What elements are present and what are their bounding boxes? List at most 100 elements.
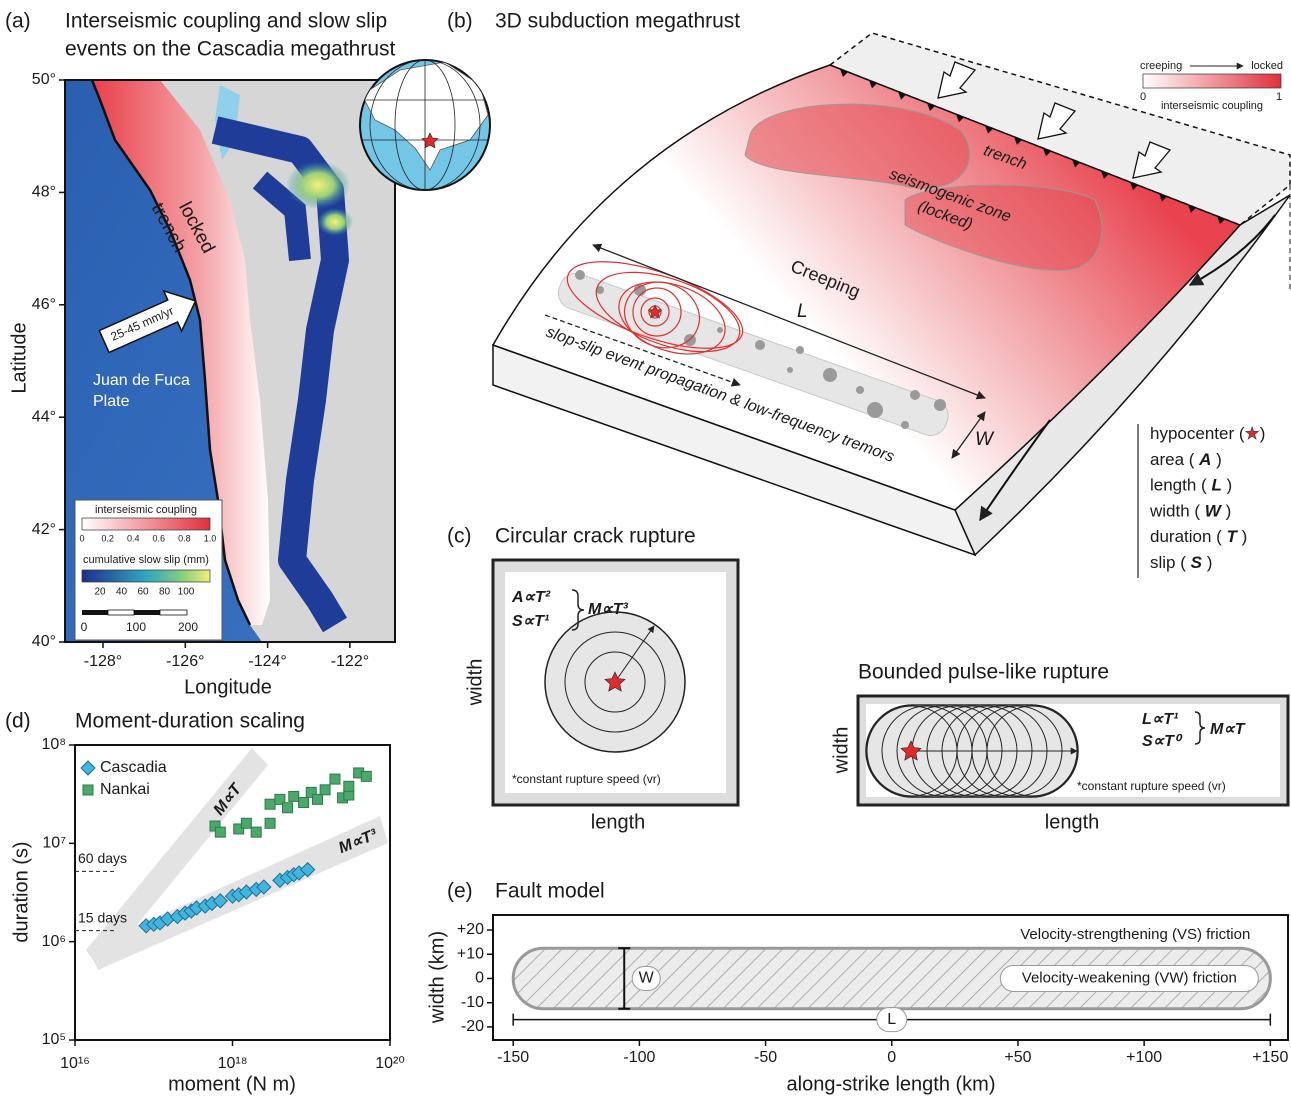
legend-symbol: ★ bbox=[1245, 424, 1260, 443]
legend-title: interseismic coupling bbox=[95, 504, 197, 516]
x-tick-label: -100 bbox=[623, 1049, 655, 1066]
y-tick-label: 44° bbox=[32, 408, 56, 425]
colorbar-tick: 0.6 bbox=[153, 533, 166, 543]
x-tick-label: -122° bbox=[331, 653, 369, 670]
data-point bbox=[299, 798, 309, 808]
scaling-relation: A∝T² bbox=[511, 589, 551, 606]
y-tick-label: -20 bbox=[461, 1018, 484, 1035]
colorbar-tick: 0.4 bbox=[127, 533, 140, 543]
slab-colorbar: creeping locked 0 1 interseismic couplin… bbox=[1140, 60, 1283, 112]
colorbar-left-label: creeping bbox=[1140, 60, 1182, 72]
legend-label: Cascadia bbox=[100, 759, 167, 776]
scaling-relation: L∝T¹ bbox=[1142, 711, 1179, 728]
colorbar-tick: 1.0 bbox=[204, 533, 217, 543]
width-label: W bbox=[975, 429, 995, 450]
x-tick-label: +50 bbox=[1004, 1049, 1031, 1066]
legend-text: ) bbox=[1211, 450, 1221, 469]
colorbar-tick: 0 bbox=[79, 533, 84, 543]
data-point bbox=[215, 827, 225, 837]
legend-text: ) bbox=[1260, 424, 1266, 443]
region-label: Velocity-weakening (VW) friction bbox=[1022, 969, 1237, 986]
y-axis-label: width (km) bbox=[426, 931, 448, 1024]
data-point bbox=[330, 774, 340, 784]
x-tick-label: 10²⁰ bbox=[375, 1055, 405, 1072]
x-tick-label: -50 bbox=[754, 1049, 777, 1066]
x-tick-label: 10¹⁶ bbox=[60, 1055, 90, 1072]
data-point bbox=[289, 791, 299, 801]
reference-label: 60 days bbox=[78, 850, 127, 866]
panel-title: Moment-duration scaling bbox=[75, 710, 305, 733]
legend-item: width ( W ) bbox=[1149, 502, 1231, 521]
x-axis-label: length bbox=[1045, 811, 1100, 833]
x-tick-label: -124° bbox=[248, 653, 286, 670]
panel-title: 3D subduction megathrust bbox=[495, 10, 740, 33]
panel-title: Bounded pulse-like rupture bbox=[858, 661, 1109, 684]
slip-colorbar bbox=[82, 570, 210, 582]
colorbar-tick: 0.8 bbox=[178, 533, 191, 543]
legend-text: ) bbox=[1237, 528, 1247, 547]
data-point bbox=[265, 799, 275, 809]
panel-label: (a) bbox=[5, 10, 31, 33]
colorbar-tick: 60 bbox=[137, 587, 149, 598]
plate-label: Juan de Fuca bbox=[93, 372, 190, 389]
y-tick-label: 48° bbox=[32, 184, 56, 201]
scale-tick: 200 bbox=[178, 620, 198, 634]
legend-text: hypocenter ( bbox=[1150, 424, 1245, 443]
width-label: W bbox=[639, 970, 655, 987]
y-tick-label: 10⁷ bbox=[42, 835, 66, 852]
note: *constant rupture speed (vr) bbox=[1077, 779, 1226, 793]
colorbar-tick: 40 bbox=[116, 587, 128, 598]
legend-item: duration ( T ) bbox=[1150, 528, 1247, 547]
x-axis-label: moment (N m) bbox=[168, 1073, 296, 1095]
legend-marker bbox=[81, 761, 95, 775]
x-axis-label: length bbox=[591, 811, 646, 833]
panel-label: (c) bbox=[447, 525, 472, 548]
x-tick-label: 10¹⁸ bbox=[218, 1055, 248, 1072]
scale-bar bbox=[82, 610, 108, 615]
panel-label: (b) bbox=[447, 10, 473, 33]
scaling-relation: S∝T¹ bbox=[512, 613, 550, 630]
colorbar-tick: 0 bbox=[1140, 91, 1146, 103]
y-tick-label: 10⁵ bbox=[42, 1031, 66, 1048]
data-point bbox=[251, 827, 261, 837]
legend-text: ) bbox=[1202, 553, 1212, 572]
legend-text: slip ( bbox=[1150, 553, 1191, 572]
legend-text: duration ( bbox=[1150, 528, 1227, 547]
data-point bbox=[265, 818, 275, 828]
y-tick-label: 46° bbox=[32, 296, 56, 313]
panel-title: Circular crack rupture bbox=[495, 525, 696, 548]
slip-hotspot bbox=[286, 161, 350, 209]
length-label: L bbox=[797, 301, 808, 322]
scale-bar bbox=[108, 610, 134, 615]
colorbar-tick: 80 bbox=[159, 587, 171, 598]
x-tick-label: +150 bbox=[1252, 1049, 1288, 1066]
legend-text: ) bbox=[1221, 502, 1231, 521]
y-axis-label: duration (s) bbox=[10, 841, 32, 942]
x-tick-label: 0 bbox=[887, 1049, 896, 1066]
x-tick-label: -128° bbox=[84, 653, 122, 670]
y-tick-label: 42° bbox=[32, 521, 56, 538]
legend-item: length ( L ) bbox=[1150, 476, 1232, 495]
globe bbox=[360, 60, 490, 190]
y-tick-label: 0 bbox=[475, 970, 484, 987]
scaling-result: M∝T bbox=[1210, 721, 1246, 738]
legend-title: cumulative slow slip (mm) bbox=[83, 554, 209, 566]
y-tick-label: 10⁸ bbox=[41, 736, 66, 753]
coupling-colorbar bbox=[82, 518, 210, 530]
scale-bar bbox=[160, 610, 187, 615]
y-axis-label: Latitude bbox=[8, 322, 30, 393]
y-axis-label: width bbox=[830, 727, 852, 775]
figure: 25-45 mm/yr trench locked Juan de Fuca P… bbox=[0, 0, 1291, 1099]
colorbar-tick: 20 bbox=[94, 587, 106, 598]
legend-symbol: S bbox=[1191, 553, 1203, 572]
legend-item: hypocenter (★) bbox=[1150, 424, 1265, 443]
x-axis-label: Longitude bbox=[184, 676, 272, 698]
slip-hotspot bbox=[317, 208, 353, 236]
y-tick-label: 50° bbox=[32, 71, 56, 88]
colorbar-tick: 100 bbox=[178, 587, 195, 598]
legend-text: length ( bbox=[1150, 476, 1211, 495]
legend-marker bbox=[83, 785, 93, 795]
map-legend: interseismic coupling cumulative slow sl… bbox=[75, 500, 222, 640]
x-tick-label: -126° bbox=[166, 653, 204, 670]
colorbar bbox=[1143, 74, 1281, 88]
